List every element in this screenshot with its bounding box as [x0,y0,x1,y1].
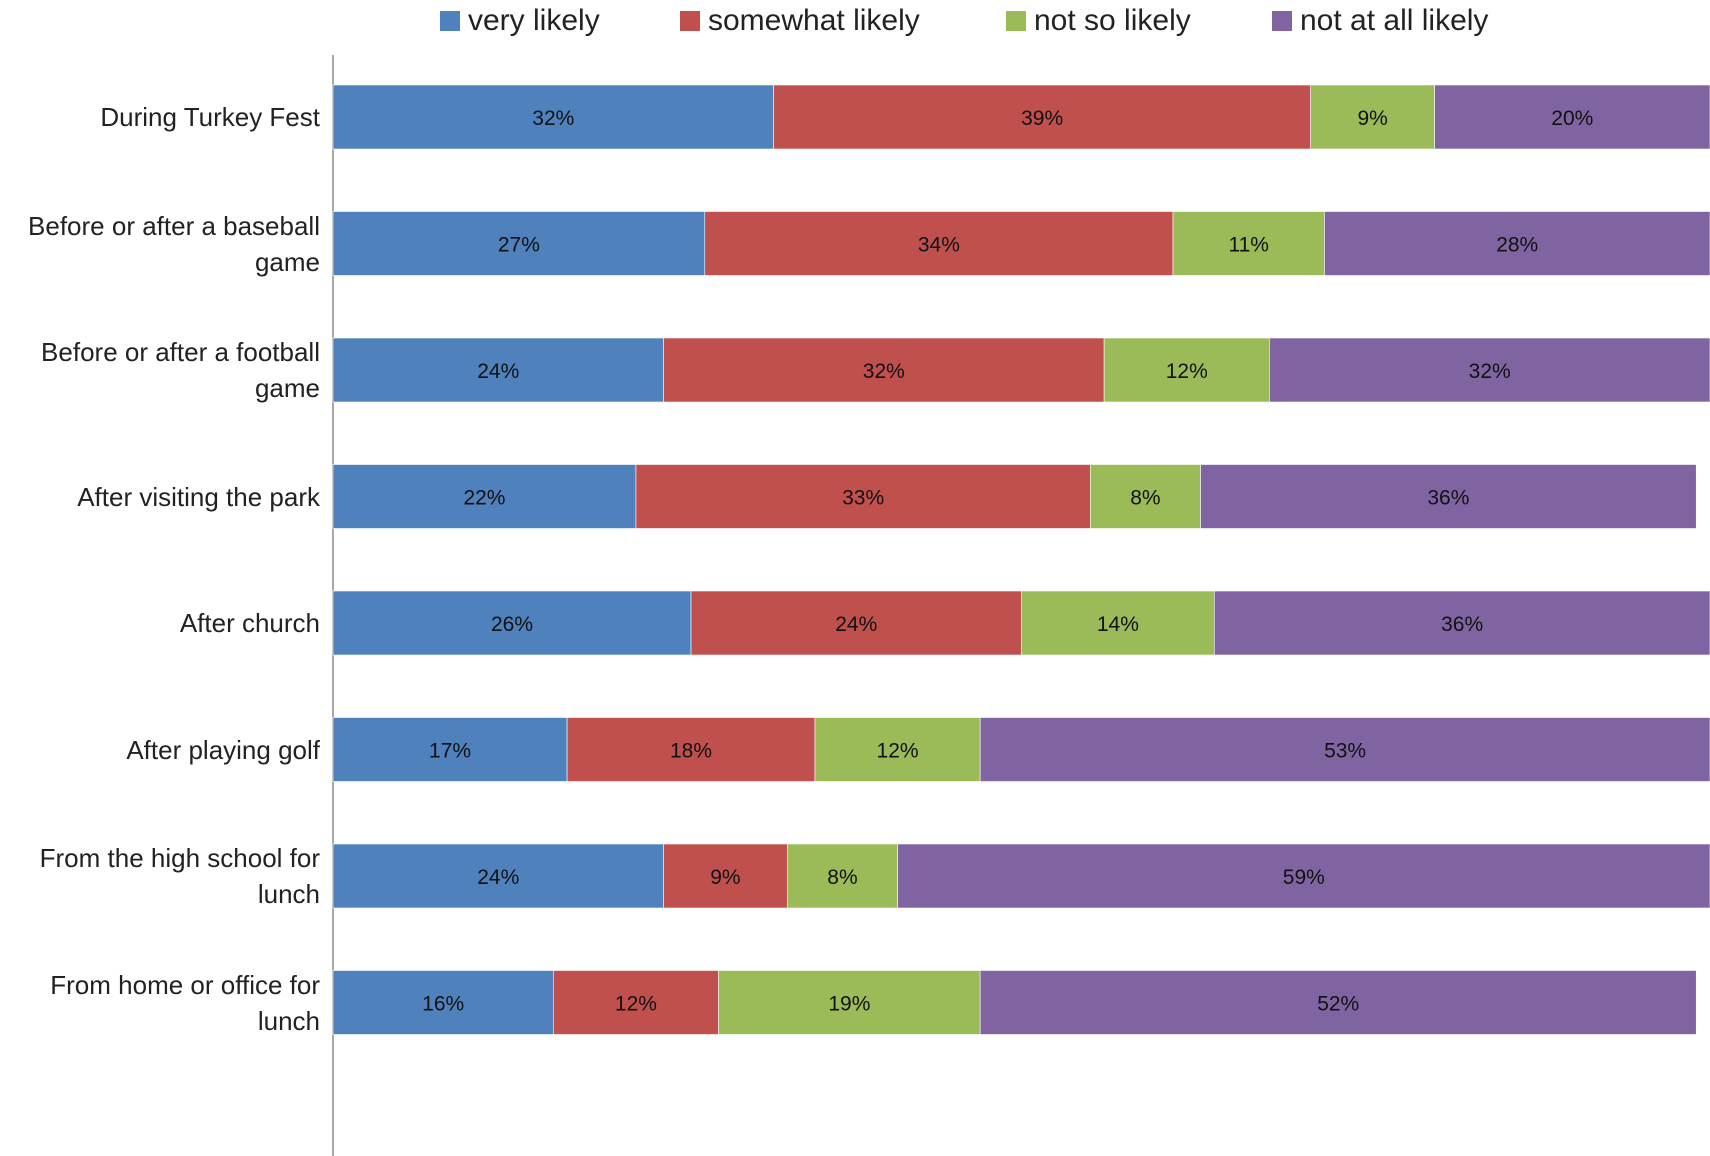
category-label: After church [179,608,320,638]
data-label-not-so-likely: 8% [1130,487,1160,510]
category-label: Before or after a baseball game [28,210,320,277]
legend-label-very-likely: very likely [468,4,600,37]
category-label: Before or after a football game [41,337,320,403]
data-label-not-so-likely: 11% [1228,234,1268,257]
category-label: From home or office for lunch [50,969,320,1036]
bar-segment-very-likely [332,970,554,1035]
data-label-not-so-likely: 12% [1166,360,1208,383]
legend-label-not-at-all-likely: not at all likely [1300,4,1489,37]
data-label-very-likely: 27% [498,234,540,257]
bar-segment-not-at-all-likely [897,843,1710,909]
legend: very likely somewhat likely not so likel… [0,4,1710,44]
legend-label-not-so-likely: not so likely [1034,4,1191,37]
bar-segment-not-so-likely [1310,84,1435,150]
data-label-very-likely: 24% [477,866,519,889]
data-label-not-so-likely: 12% [877,740,919,763]
data-label-not-so-likely: 8% [827,866,857,889]
category-label: From the high school for lunch [39,843,320,909]
data-label-not-at-all-likely: 28% [1496,234,1538,257]
data-label-somewhat-likely: 9% [710,866,740,889]
data-label-somewhat-likely: 33% [842,487,884,510]
data-label-somewhat-likely: 18% [670,740,712,763]
data-label-not-at-all-likely: 20% [1551,107,1593,130]
legend-label-somewhat-likely: somewhat likely [708,4,920,37]
legend-item-somewhat-likely: somewhat likely [680,4,920,38]
data-label-very-likely: 22% [463,487,505,510]
legend-item-very-likely: very likely [440,4,600,38]
bar-segment-very-likely [332,84,774,150]
legend-item-not-so-likely: not so likely [1006,4,1191,38]
bar-segment-very-likely [332,590,692,656]
data-label-very-likely: 16% [422,993,464,1016]
bar-segment-not-at-all-likely [1269,337,1710,403]
bar-segment-very-likely [332,843,664,909]
legend-swatch-not-at-all-likely [1272,11,1292,31]
bar-segment-somewhat-likely [635,464,1091,529]
data-label-very-likely: 26% [491,613,533,636]
bar-segment-not-at-all-likely [1200,464,1697,529]
bar-segment-very-likely [332,717,568,782]
category-label: After visiting the park [77,481,320,512]
bar-segment-not-so-likely [814,717,981,782]
bar-segment-very-likely [332,211,706,276]
bar-segment-not-at-all-likely [979,717,1710,782]
data-label-somewhat-likely: 32% [863,360,905,383]
data-label-not-so-likely: 9% [1357,107,1387,130]
bar-segment-not-so-likely [1021,590,1215,656]
bar-segment-not-at-all-likely [979,970,1697,1035]
bar-segment-somewhat-likely [566,717,816,782]
data-label-not-so-likely: 19% [828,993,870,1016]
legend-swatch-very-likely [440,11,460,31]
data-label-somewhat-likely: 39% [1021,107,1063,130]
bar-segment-very-likely [332,464,637,529]
data-label-not-at-all-likely: 36% [1441,613,1483,636]
data-label-not-at-all-likely: 53% [1324,740,1366,763]
bar-segment-not-so-likely [718,970,981,1035]
bar-segment-not-at-all-likely [1324,211,1710,276]
legend-swatch-not-so-likely [1006,11,1026,31]
bar-segment-not-at-all-likely [1434,84,1710,150]
data-label-very-likely: 32% [532,107,574,130]
data-label-very-likely: 17% [429,740,471,763]
category-label: After playing golf [126,734,320,765]
data-label-very-likely: 24% [477,360,519,383]
bar-segment-somewhat-likely [663,337,1105,403]
bar-segment-not-so-likely [1172,211,1325,276]
data-label-somewhat-likely: 34% [918,234,960,257]
bar-segment-somewhat-likely [704,211,1174,276]
data-label-not-at-all-likely: 59% [1283,866,1325,889]
bar-segment-somewhat-likely [553,970,719,1035]
data-label-somewhat-likely: 24% [835,613,877,636]
bar-segment-somewhat-likely [663,843,788,909]
category-label: During Turkey Fest [100,102,320,132]
data-label-not-at-all-likely: 32% [1469,360,1511,383]
data-label-not-at-all-likely: 36% [1427,487,1469,510]
bar-segment-not-at-all-likely [1213,590,1710,656]
legend-item-not-at-all-likely: not at all likely [1272,4,1488,38]
bar-segment-somewhat-likely [773,84,1311,150]
legend-swatch-somewhat-likely [680,11,700,31]
bar-segment-very-likely [332,337,664,403]
data-label-not-so-likely: 14% [1097,613,1139,636]
data-label-somewhat-likely: 12% [615,993,657,1016]
bar-segment-not-so-likely [1103,337,1270,403]
data-label-not-at-all-likely: 52% [1317,993,1359,1016]
